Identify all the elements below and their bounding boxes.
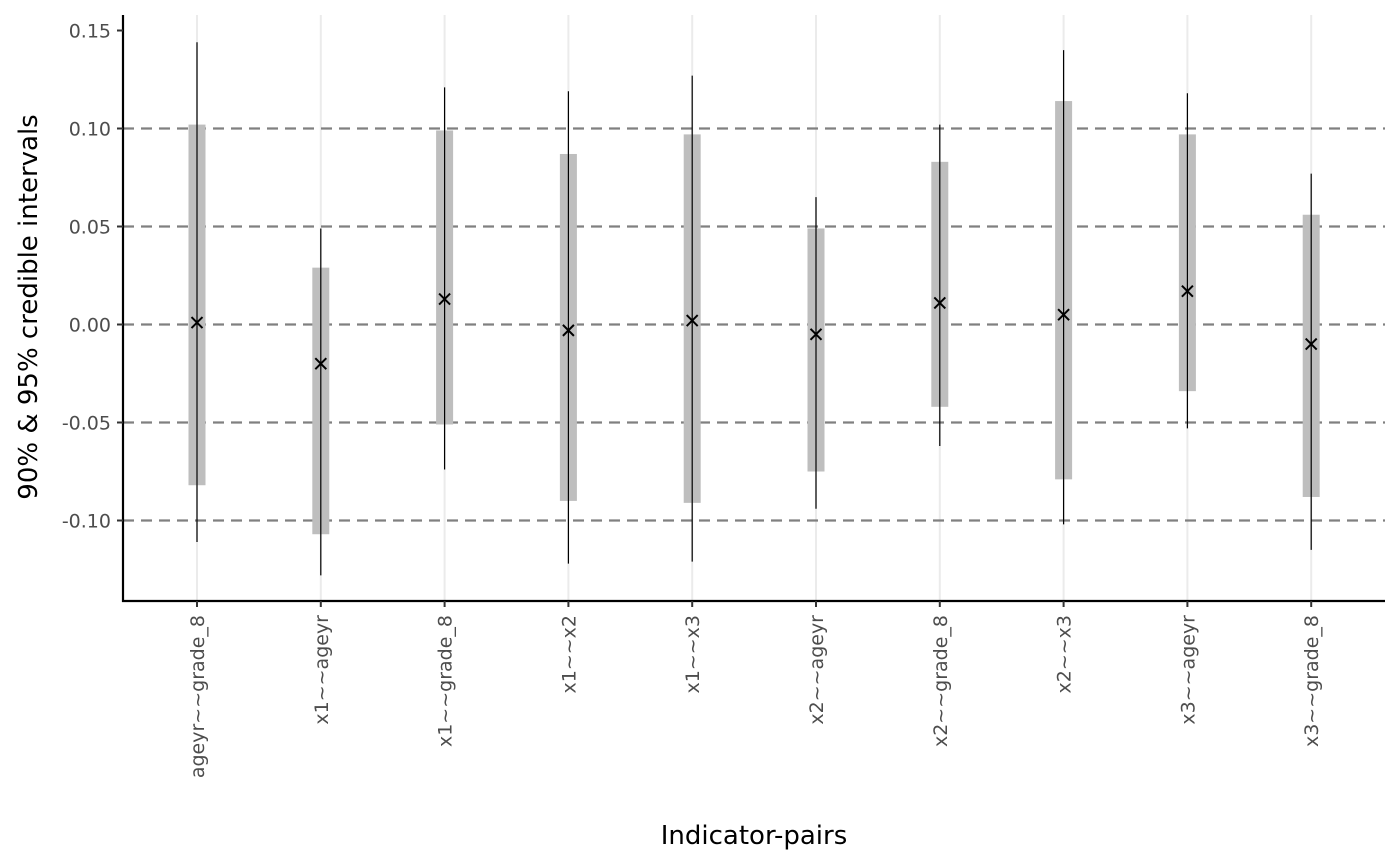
y-tick-label: -0.05 — [62, 413, 111, 435]
point-estimate-3 — [562, 324, 575, 337]
x-tick-label: x1~~x3 — [682, 615, 704, 694]
point-estimate-2 — [438, 292, 451, 306]
x-tick-label: x3~~grade_8 — [1301, 615, 1323, 747]
x-tick-label: ageyr~~grade_8 — [187, 615, 209, 778]
point-estimate-9 — [1304, 337, 1318, 351]
y-tick-label: 0.05 — [69, 217, 111, 239]
y-tick-label: 0.00 — [69, 315, 111, 337]
x-axis-title: Indicator-pairs — [661, 821, 848, 851]
point-estimates — [190, 284, 1318, 370]
interval-95-lines — [196, 42, 1312, 576]
point-estimate-6 — [933, 296, 947, 310]
x-tick-label: x1~~x2 — [558, 615, 580, 694]
x-axis-ticks: ageyr~~grade_8 x1~~ageyr x1~~grade_8 x1~~x2… — [187, 601, 1323, 778]
y-axis-title: 90% & 95% credible intervals — [14, 114, 44, 499]
point-estimate-4 — [685, 314, 699, 327]
vertical-gridlines — [196, 15, 1313, 601]
axes — [121, 15, 1385, 603]
point-estimate-0 — [190, 316, 204, 329]
y-axis-ticks: 0.15 0.10 0.05 0.00 -0.05 -0.10 — [62, 21, 123, 533]
x-tick-label: x1~~ageyr — [311, 615, 333, 725]
interval-90-bars — [188, 101, 1320, 535]
x-tick-label: x2~~grade_8 — [930, 615, 952, 747]
y-tick-label: 0.10 — [69, 119, 111, 141]
reference-lines — [123, 127, 1385, 522]
point-estimate-5 — [809, 328, 823, 341]
x-tick-label: x1~~grade_8 — [435, 615, 457, 747]
point-estimate-1 — [314, 357, 328, 370]
y-tick-label: -0.10 — [62, 511, 111, 533]
x-tick-label: x3~~ageyr — [1177, 615, 1199, 725]
y-tick-label: 0.15 — [69, 21, 111, 43]
point-estimate-8 — [1181, 284, 1194, 298]
x-tick-label: x2~~x3 — [1054, 615, 1076, 694]
point-estimate-7 — [1057, 308, 1070, 321]
x-tick-label: x2~~ageyr — [806, 615, 828, 725]
